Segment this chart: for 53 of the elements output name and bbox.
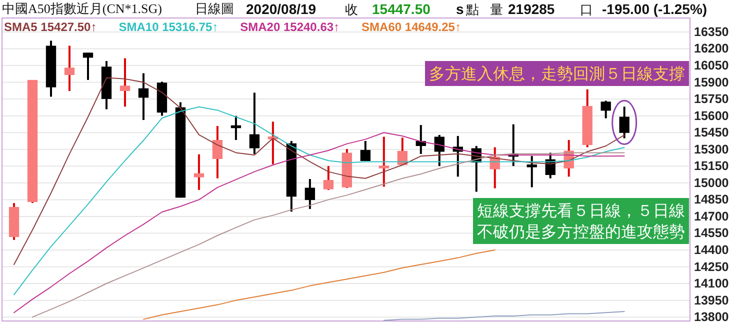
y-tick-label: 16050 <box>694 58 729 73</box>
y-tick-label: 15600 <box>694 108 729 123</box>
text: 量 <box>490 2 503 17</box>
y-tick-label: 15750 <box>694 92 729 106</box>
candlestick <box>600 100 611 120</box>
annotation: 多方進入休息，走勢回測５日線支撐 <box>429 65 685 83</box>
text: 收 <box>345 2 358 17</box>
text: 點 <box>465 2 479 17</box>
y-tick-label: 14250 <box>694 260 729 274</box>
candlestick <box>249 92 260 155</box>
text: -195.00 (-1.25%) <box>602 1 708 17</box>
candlestick <box>378 136 389 188</box>
y-tick-label: 15300 <box>694 142 729 156</box>
candlestick <box>360 140 371 162</box>
text: 口 <box>580 2 593 17</box>
annotation: 短線支撐先看５日線，５日線 <box>477 202 685 220</box>
candlestick <box>526 154 537 188</box>
text: SMA20 15240.63↑ <box>240 20 340 34</box>
candlestick <box>434 134 444 168</box>
candlestick <box>82 52 94 81</box>
y-tick-label: 14700 <box>694 209 729 224</box>
candlestick <box>304 178 316 210</box>
line-series <box>383 311 625 321</box>
candlestick <box>212 125 223 180</box>
y-tick-label: 14550 <box>694 226 729 240</box>
text: s <box>456 1 464 17</box>
text: 219285 <box>508 1 555 17</box>
chart-subtitle: 日線圖 <box>195 1 234 16</box>
y-tick-label: 14400 <box>694 243 729 257</box>
y-tick-label: 14850 <box>694 192 729 207</box>
y-tick-label: 16350 <box>694 24 729 39</box>
candlestick <box>64 44 75 92</box>
y-tick-label: 13800 <box>694 310 729 324</box>
text: SMA10 15316.75↑ <box>118 20 218 34</box>
chart-title: 中國A50指數近月(CN*1.SG) <box>2 1 162 16</box>
annotation: 不破仍是多方控盤的進攻態勢 <box>477 223 685 241</box>
y-tick-label: 14100 <box>694 276 729 291</box>
text: SMA60 14649.25↑ <box>362 20 461 34</box>
text: SMA5 15427.50↑ <box>4 20 97 34</box>
candlestick <box>194 153 204 191</box>
candlestick <box>120 57 130 108</box>
y-tick-label: 15150 <box>694 159 729 174</box>
y-tick-label: 16200 <box>694 42 729 56</box>
y-tick-label: 15900 <box>694 75 729 90</box>
line-series <box>143 250 496 320</box>
y-tick-label: 15000 <box>694 176 729 190</box>
y-tick-label: 15450 <box>694 126 729 140</box>
text: 15447.50 <box>372 1 431 17</box>
candlestick <box>323 165 334 191</box>
candlestick <box>138 72 149 121</box>
text: 2020/08/19 <box>246 1 316 17</box>
y-tick-label: 13950 <box>694 293 729 308</box>
candlestick <box>619 106 630 140</box>
